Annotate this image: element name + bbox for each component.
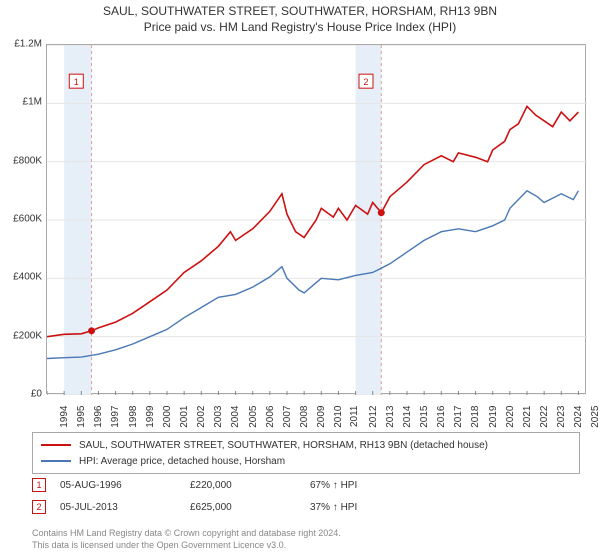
x-tick-label: 2000 <box>162 406 173 428</box>
sale-row-2: 2 05-JUL-2013 £625,000 37% ↑ HPI <box>32 500 357 514</box>
x-tick-label: 2017 <box>453 406 464 428</box>
sale-marker-1-num: 1 <box>36 480 41 490</box>
x-tick-label: 1999 <box>144 406 155 428</box>
x-tick-label: 2001 <box>179 406 190 428</box>
x-tick-label: 2019 <box>487 406 498 428</box>
x-tick-label: 2011 <box>349 406 360 428</box>
x-tick-label: 1995 <box>76 406 87 428</box>
legend-label-property: SAUL, SOUTHWATER STREET, SOUTHWATER, HOR… <box>79 440 488 451</box>
attribution-line-1: Contains HM Land Registry data © Crown c… <box>32 528 341 538</box>
title-line-2: Price paid vs. HM Land Registry's House … <box>0 20 600 34</box>
x-tick-label: 2007 <box>282 406 293 428</box>
y-tick-label: £400K <box>2 272 42 283</box>
x-tick-label: 2004 <box>230 406 241 428</box>
legend-swatch-property <box>41 444 71 446</box>
sale-date-2: 05-JUL-2013 <box>60 502 190 513</box>
y-tick-label: £200K <box>2 330 42 341</box>
y-tick-label: £0 <box>2 389 42 400</box>
x-tick-label: 2006 <box>264 406 275 428</box>
x-tick-label: 2025 <box>590 406 600 428</box>
x-tick-label: 2005 <box>247 406 258 428</box>
x-tick-label: 2024 <box>573 406 584 428</box>
sale-marker-2-num: 2 <box>36 502 41 512</box>
sale-delta-2: 37% ↑ HPI <box>310 502 357 513</box>
title-block: SAUL, SOUTHWATER STREET, SOUTHWATER, HOR… <box>0 0 600 34</box>
chart-plot-area: 12 <box>46 44 586 394</box>
svg-text:1: 1 <box>74 77 79 87</box>
x-tick-label: 2003 <box>213 406 224 428</box>
sale-date-1: 05-AUG-1996 <box>60 480 190 491</box>
chart-container: SAUL, SOUTHWATER STREET, SOUTHWATER, HOR… <box>0 0 600 560</box>
legend-item-hpi: HPI: Average price, detached house, Hors… <box>41 453 571 469</box>
x-tick-label: 2010 <box>333 406 344 428</box>
title-line-1: SAUL, SOUTHWATER STREET, SOUTHWATER, HOR… <box>0 4 600 18</box>
attribution-line-2: This data is licensed under the Open Gov… <box>32 540 286 550</box>
y-tick-label: £1M <box>2 97 42 108</box>
y-tick-label: £1.2M <box>2 39 42 50</box>
y-tick-label: £800K <box>2 155 42 166</box>
sale-price-2: £625,000 <box>190 502 310 513</box>
x-tick-label: 2016 <box>436 406 447 428</box>
x-tick-label: 2023 <box>556 406 567 428</box>
sale-marker-2: 2 <box>32 500 46 514</box>
legend-label-hpi: HPI: Average price, detached house, Hors… <box>79 456 285 467</box>
sale-delta-1: 67% ↑ HPI <box>310 480 357 491</box>
legend-swatch-hpi <box>41 460 71 462</box>
y-tick-label: £600K <box>2 214 42 225</box>
x-tick-label: 2022 <box>539 406 550 428</box>
x-tick-label: 2020 <box>504 406 515 428</box>
x-tick-label: 2008 <box>299 406 310 428</box>
sale-row-1: 1 05-AUG-1996 £220,000 67% ↑ HPI <box>32 478 357 492</box>
x-tick-label: 2009 <box>316 406 327 428</box>
x-tick-label: 2013 <box>384 406 395 428</box>
x-tick-label: 2015 <box>419 406 430 428</box>
x-tick-label: 2002 <box>196 406 207 428</box>
x-tick-label: 1997 <box>110 406 121 428</box>
x-tick-label: 2018 <box>470 406 481 428</box>
x-tick-label: 1996 <box>93 406 104 428</box>
x-tick-label: 2021 <box>522 406 533 428</box>
svg-text:2: 2 <box>363 77 368 87</box>
sale-price-1: £220,000 <box>190 480 310 491</box>
x-tick-label: 2012 <box>367 406 378 428</box>
x-tick-label: 1994 <box>59 406 70 428</box>
x-tick-label: 1998 <box>127 406 138 428</box>
chart-svg: 12 <box>47 45 587 395</box>
legend-box: SAUL, SOUTHWATER STREET, SOUTHWATER, HOR… <box>32 432 580 474</box>
sale-marker-1: 1 <box>32 478 46 492</box>
x-tick-label: 2014 <box>402 406 413 428</box>
legend-item-property: SAUL, SOUTHWATER STREET, SOUTHWATER, HOR… <box>41 437 571 453</box>
